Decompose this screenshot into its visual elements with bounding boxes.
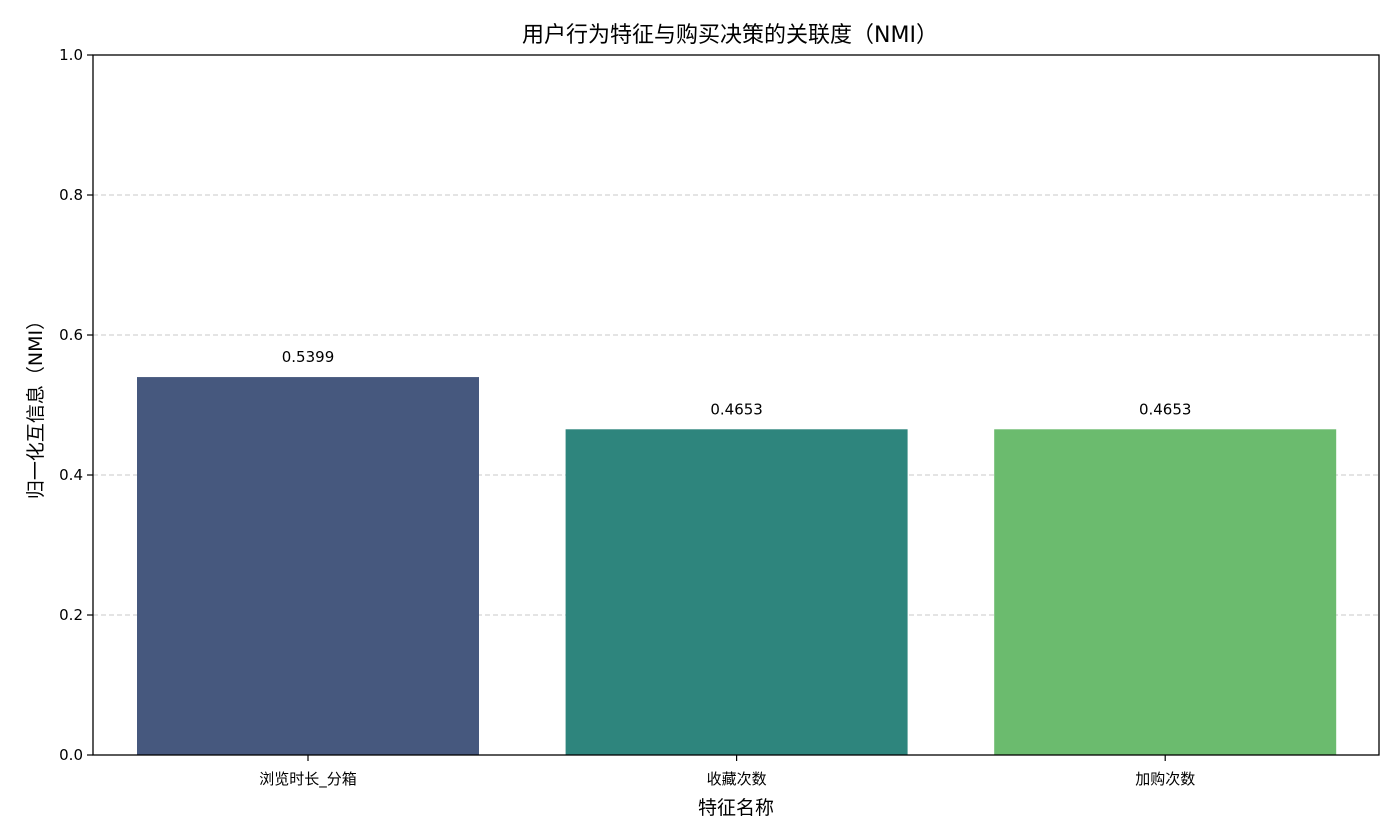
y-tick-label: 0.2 — [59, 606, 83, 624]
bar — [565, 429, 908, 755]
bar-value-label: 0.4653 — [1139, 400, 1192, 418]
chart-title: 用户行为特征与购买决策的关联度（NMI） — [522, 23, 938, 48]
bars — [137, 377, 1337, 755]
data-labels: 0.5399 0.4653 0.4653 — [282, 348, 1192, 418]
x-tick-label: 加购次数 — [1135, 770, 1195, 788]
bar — [994, 429, 1337, 755]
y-tick-label: 0.0 — [59, 746, 83, 764]
y-tick-label: 0.8 — [59, 186, 83, 204]
y-axis-ticks: 0.0 0.2 0.4 0.6 0.8 1.0 — [59, 46, 93, 764]
x-tick-label: 浏览时长_分箱 — [259, 770, 357, 789]
bar — [137, 377, 479, 755]
y-tick-label: 0.4 — [59, 466, 83, 484]
y-tick-label: 0.6 — [59, 326, 83, 344]
x-tick-label: 收藏次数 — [707, 770, 767, 788]
bar-value-label: 0.5399 — [282, 348, 335, 366]
y-axis-label: 归一化互信息（NMI） — [25, 311, 47, 499]
y-tick-label: 1.0 — [59, 46, 83, 64]
x-axis-label: 特征名称 — [698, 797, 774, 819]
bar-value-label: 0.4653 — [710, 400, 763, 418]
x-axis-ticks: 浏览时长_分箱 收藏次数 加购次数 — [259, 755, 1195, 789]
